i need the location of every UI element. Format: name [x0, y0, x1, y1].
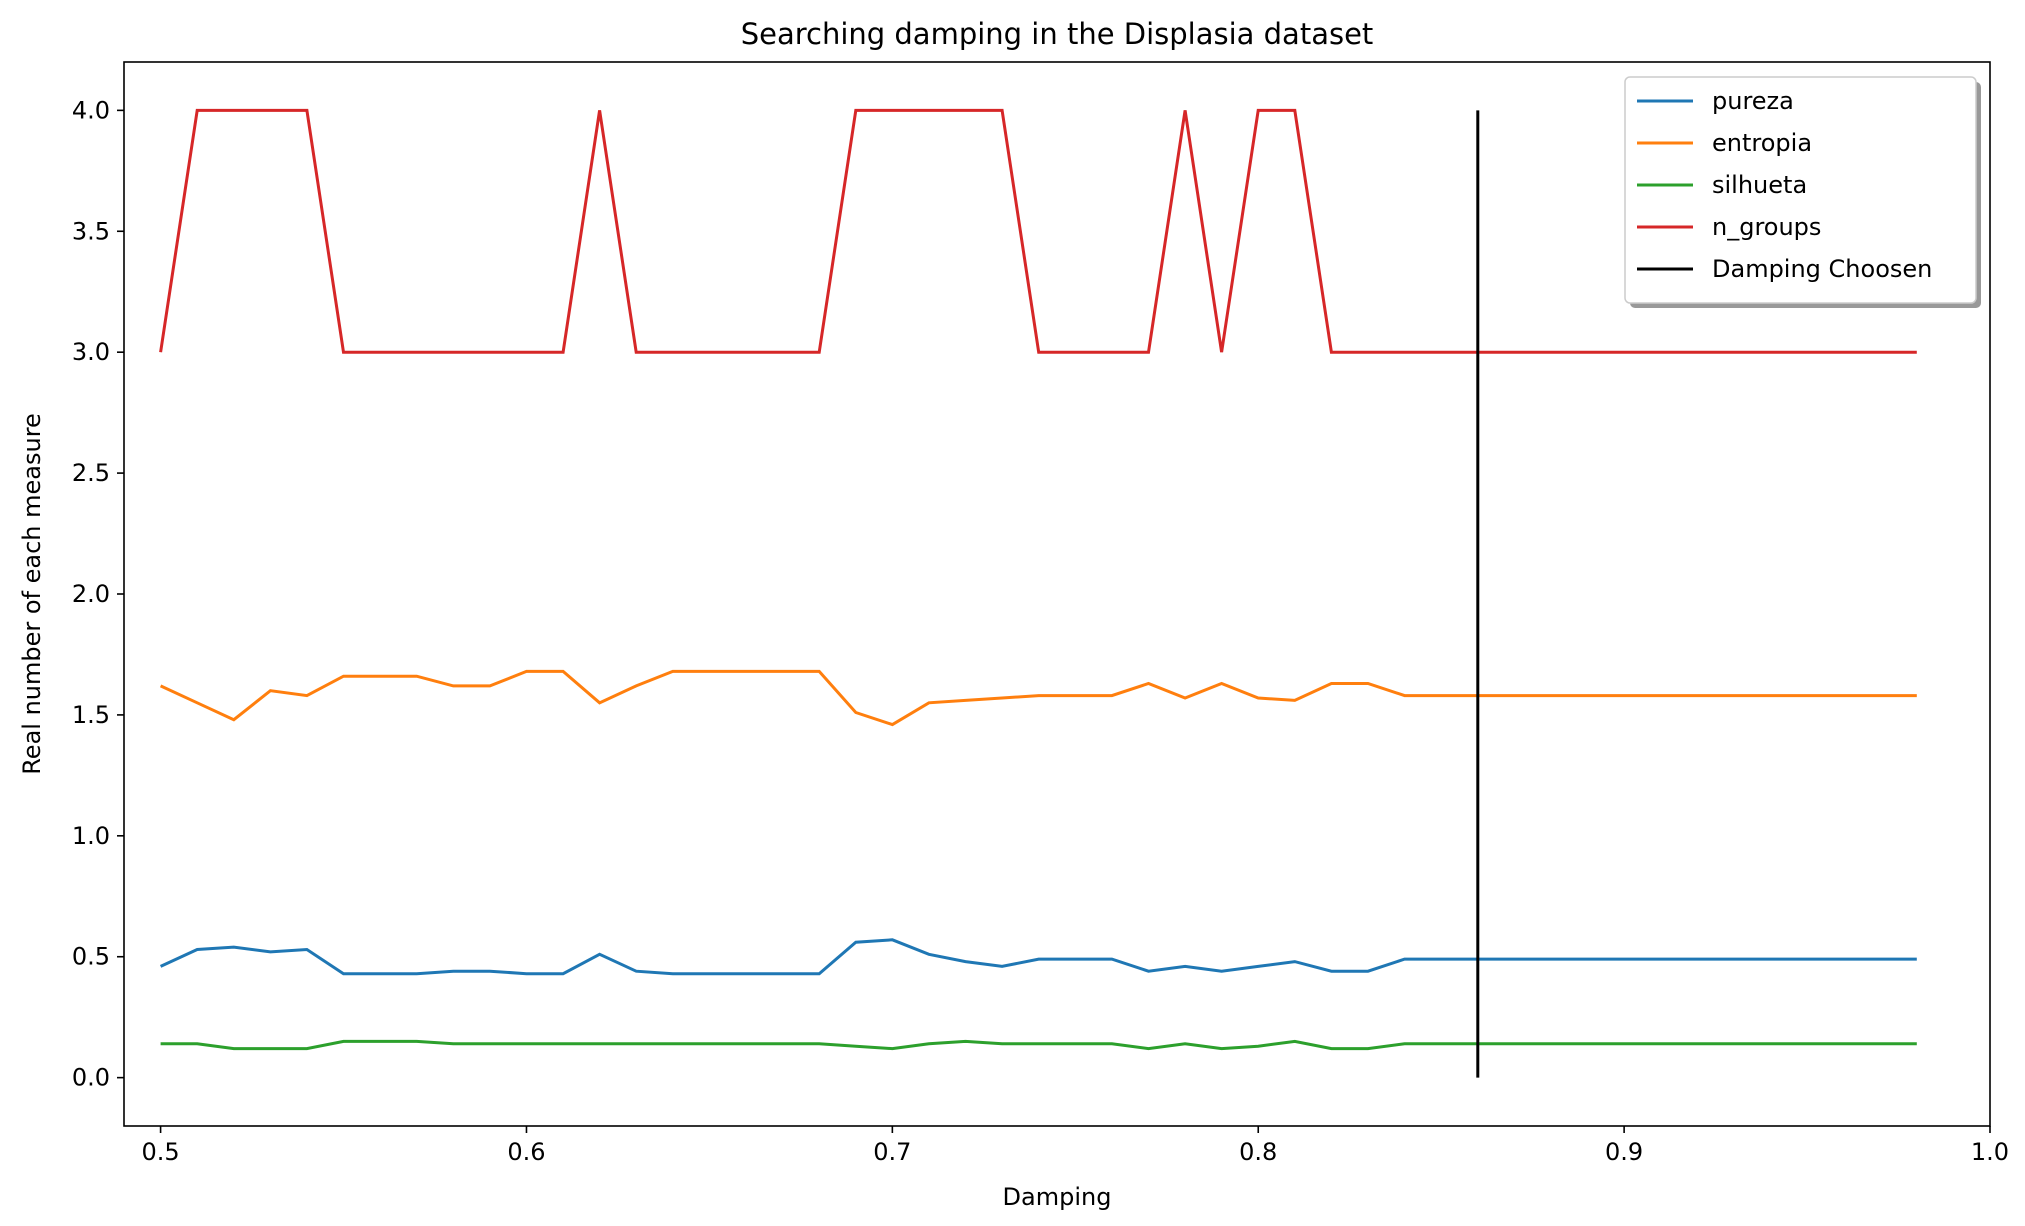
- y-tick-label: 2.0: [72, 580, 110, 608]
- y-tick-label: 1.0: [72, 822, 110, 850]
- y-tick-label: 2.5: [72, 459, 110, 487]
- series-line-entropia: [159, 669, 1917, 727]
- y-tick-label: 3.5: [72, 217, 110, 245]
- y-axis: 0.0 0.5 1.0 1.5 2.0 2.5 3.0 3.5 4.0: [72, 96, 124, 1092]
- series-line-silhueta: [160, 1039, 1917, 1051]
- legend-label-pureza: pureza: [1712, 87, 1794, 115]
- x-tick-label: 1.0: [1971, 1138, 2009, 1166]
- x-axis-title: Damping: [1003, 1183, 1112, 1211]
- legend-label-entropia: entropia: [1712, 129, 1812, 157]
- y-tick-label: 3.0: [72, 338, 110, 366]
- x-tick-label: 0.5: [142, 1138, 180, 1166]
- legend: pureza entropia silhueta n_groups Damping Ch…: [1624, 76, 1981, 308]
- chart-title: Searching damping in the Displasia datas…: [741, 17, 1374, 51]
- y-axis-title: Real number of each measure: [18, 413, 46, 775]
- x-tick-label: 0.6: [507, 1138, 545, 1166]
- series-line-pureza: [159, 938, 1917, 976]
- y-tick-label: 1.5: [72, 701, 110, 729]
- legend-box: [1624, 76, 1977, 304]
- legend-label-silhueta: silhueta: [1712, 171, 1807, 199]
- series-lines: [159, 108, 1917, 1078]
- y-tick-label: 0.0: [72, 1064, 110, 1092]
- y-tick-label: 4.0: [72, 96, 110, 124]
- x-tick-label: 0.9: [1605, 1138, 1643, 1166]
- plot-area: 0.5 0.6 0.7 0.8 0.9 1.0 0.0 0.5 1.0 1.5 2.0 2.5 3.0…: [72, 61, 2009, 1166]
- legend-label-damping-choosen: Damping Choosen: [1712, 255, 1932, 283]
- x-tick-label: 0.8: [1239, 1138, 1277, 1166]
- series-line-n-groups: [159, 108, 1917, 354]
- x-tick-label: 0.7: [873, 1138, 911, 1166]
- y-tick-label: 0.5: [72, 943, 110, 971]
- legend-label-n-groups: n_groups: [1712, 213, 1821, 241]
- x-axis: 0.5 0.6 0.7 0.8 0.9 1.0: [142, 1126, 2009, 1166]
